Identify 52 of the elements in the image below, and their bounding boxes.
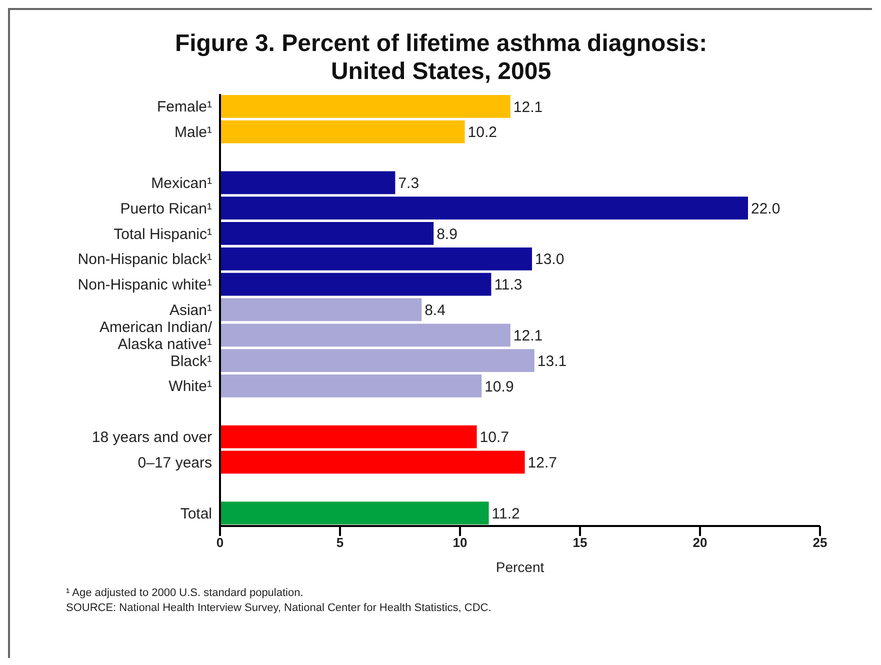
x-tick-label: 10 [452, 535, 468, 550]
y-tick-label: Non-Hispanic white¹ [78, 276, 212, 294]
bar [220, 374, 482, 398]
y-tick-label: 0–17 years [138, 454, 212, 471]
data-label: 12.1 [513, 98, 543, 116]
text: ¹ Age adjusted to 2000 U.S. standard population. [66, 586, 304, 601]
chart-title: Figure 3. Percent of lifetime asthma diagnosis: United States, 2005 [174, 30, 708, 86]
bar [220, 222, 434, 245]
bar [220, 502, 489, 524]
bar [220, 349, 534, 372]
y-tick-label: 18 years and over [92, 428, 212, 446]
y-tick-label: Total [180, 504, 212, 522]
y-tick-label: Total Hispanic¹ [114, 225, 212, 242]
data-label: 13.0 [535, 251, 564, 268]
data-label: 12.7 [528, 454, 558, 472]
bar [220, 247, 532, 270]
bar [220, 120, 465, 144]
x-tick-label: 20 [692, 535, 708, 550]
data-label: 11.2 [492, 505, 520, 522]
x-tick-label: 15 [572, 535, 588, 550]
data-label: 22.0 [751, 200, 780, 218]
source-note: SOURCE: National Health Interview Survey, National Center for Health Statistics, CDC. [66, 601, 492, 616]
bar [220, 324, 510, 347]
bar [220, 272, 492, 296]
data-label: 12.1 [513, 327, 543, 344]
y-tick-label: Mexican¹ [151, 174, 212, 192]
x-tick-label: 0 [216, 535, 224, 550]
y-tick-label: White¹ [168, 378, 212, 395]
data-label: 10.7 [480, 429, 510, 446]
bar [220, 298, 422, 322]
y-tick-label: Black¹ [170, 352, 212, 370]
data-label: 8.4 [424, 302, 446, 320]
bar [220, 450, 525, 474]
data-label: 7.3 [398, 174, 420, 192]
y-tick-label: Asian¹ [169, 302, 212, 318]
x-tick-label: 5 [336, 535, 344, 550]
bar [220, 425, 477, 448]
y-tick-label: Non-Hispanic black¹ [78, 250, 212, 268]
bar [220, 95, 510, 118]
data-label: 10.2 [468, 124, 498, 142]
data-label: 11.3 [494, 276, 522, 294]
bar [220, 196, 748, 220]
x-tick-label: 25 [812, 535, 828, 550]
data-label: 10.9 [484, 378, 514, 396]
x-axis-title: Percent [496, 559, 544, 575]
y-tick-label: American Indian/ Alaska native¹ [99, 318, 213, 352]
data-label: 13.1 [537, 352, 567, 370]
y-tick-label: Male¹ [174, 124, 212, 141]
y-tick-label: Puerto Rican¹ [120, 200, 212, 217]
bar [220, 171, 396, 194]
data-label: 8.9 [436, 226, 458, 243]
y-tick-label: Female¹ [156, 98, 212, 116]
